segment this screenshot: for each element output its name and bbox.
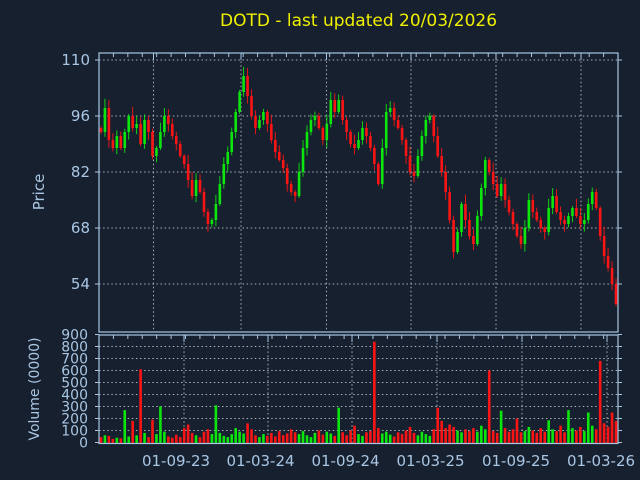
tick-label: 600 xyxy=(61,364,88,380)
tick-label: 800 xyxy=(61,340,88,356)
tick-label: 0 xyxy=(79,436,88,452)
tick-label: 400 xyxy=(61,388,88,404)
tick-label: 500 xyxy=(61,376,88,392)
tick-label: 01-09-25 xyxy=(482,452,550,470)
tick-label: 01-09-23 xyxy=(142,452,210,470)
tick-label: 200 xyxy=(61,412,88,428)
volume-bars-layer xyxy=(99,341,618,443)
axes-frame xyxy=(98,52,619,445)
grid-layer xyxy=(99,53,618,444)
tick-label: 01-09-24 xyxy=(311,452,379,470)
tick-label: 82 xyxy=(71,163,90,181)
tick-label: 110 xyxy=(61,51,90,69)
tick-label: 01-03-26 xyxy=(567,452,635,470)
tick-label: 01-03-25 xyxy=(396,452,464,470)
tick-label: 300 xyxy=(61,400,88,416)
tick-marks xyxy=(95,53,622,443)
tick-label: 68 xyxy=(71,219,90,237)
candles-layer xyxy=(99,66,618,306)
tick-label: 54 xyxy=(71,275,90,293)
tick-label: 01-03-24 xyxy=(226,452,294,470)
tick-label: 700 xyxy=(61,352,88,368)
tick-label: 100 xyxy=(61,424,88,440)
tick-label: 900 xyxy=(61,328,88,344)
chart-title: DOTD - last updated 20/03/2026 xyxy=(219,11,498,31)
tick-label: 96 xyxy=(71,107,90,125)
